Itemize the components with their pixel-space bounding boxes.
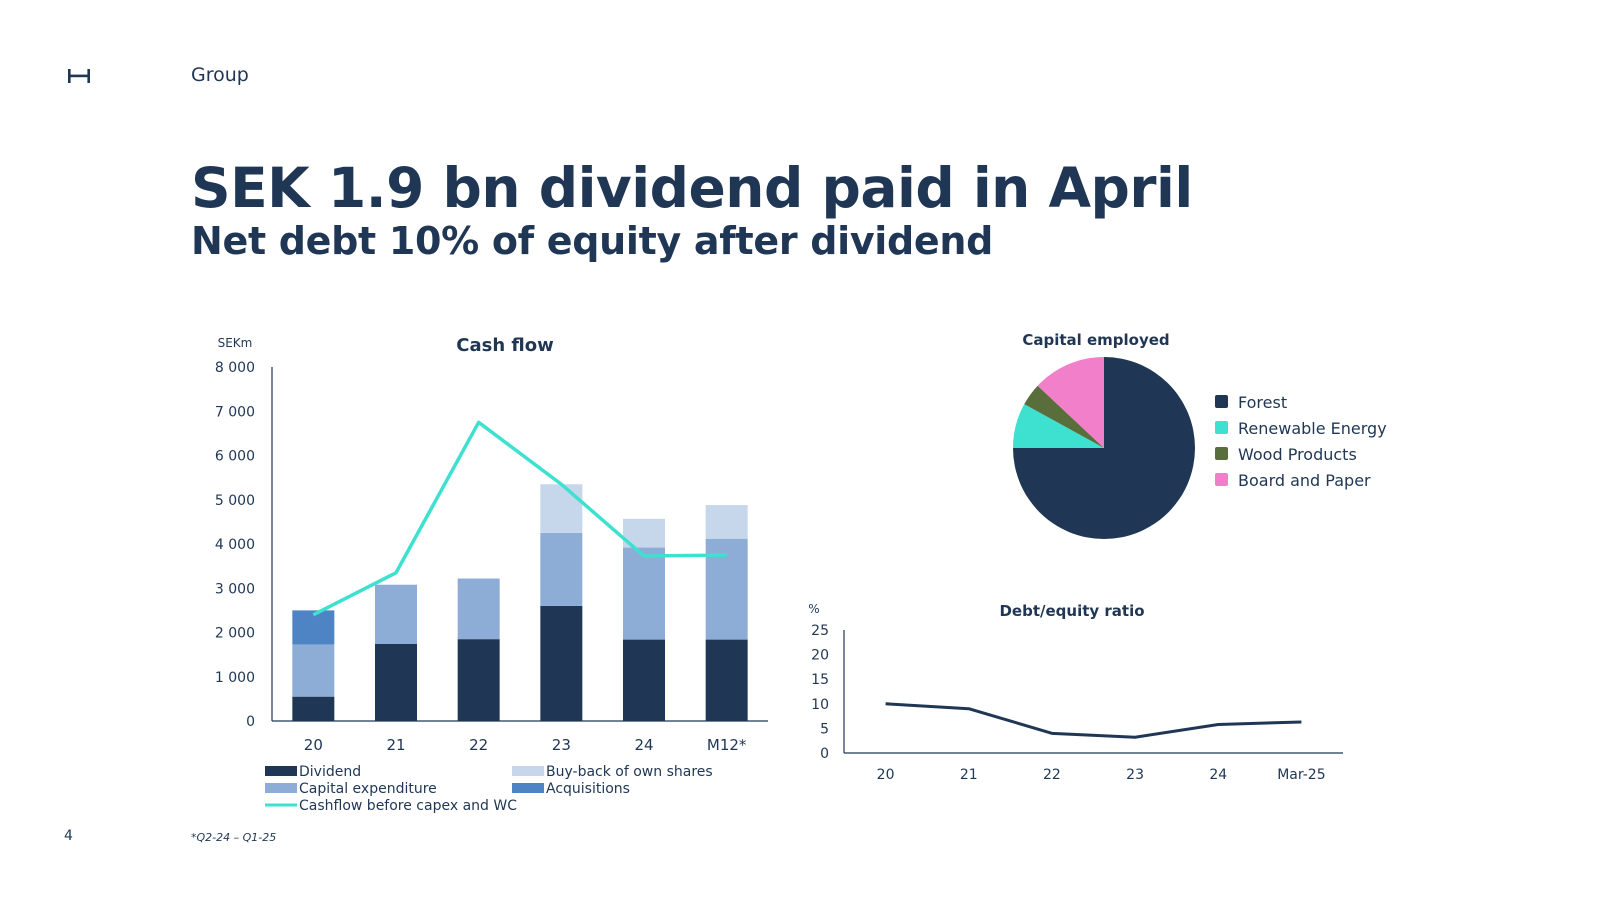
legend-label: Capital expenditure (299, 781, 437, 797)
y-axis-unit: % (808, 602, 819, 616)
page-subtitle: Net debt 10% of equity after dividend (191, 219, 994, 263)
x-tick-label: 22 (469, 736, 488, 754)
legend-label: Board and Paper (1238, 471, 1371, 490)
legend-label: Dividend (299, 764, 361, 780)
y-tick-label: 25 (811, 623, 829, 639)
bar-capex (292, 644, 335, 697)
legend-swatch (512, 766, 544, 776)
bar-capex (623, 547, 665, 640)
bar-dividend (292, 696, 335, 721)
y-axis-unit: SEKm (218, 336, 253, 350)
x-tick-label: M12* (707, 736, 747, 754)
bar-capex (540, 532, 583, 606)
chart-title: Debt/equity ratio (999, 602, 1144, 620)
y-tick-label: 1 000 (215, 670, 255, 686)
y-tick-label: 10 (811, 697, 829, 713)
bar-buyback (540, 484, 583, 533)
x-tick-label: 23 (552, 736, 571, 754)
bar-dividend (457, 639, 500, 721)
bar-capex (457, 578, 500, 640)
legend-label: Wood Products (1238, 445, 1357, 464)
pie-slice-wood-products (1024, 385, 1104, 448)
y-tick-label: 5 (820, 721, 829, 737)
y-tick-label: 4 000 (215, 537, 255, 553)
legend-label: Renewable Energy (1238, 419, 1387, 438)
legend-label: Cashflow before capex and WC (299, 798, 517, 814)
bar-dividend (705, 639, 748, 721)
y-tick-label: 0 (820, 746, 829, 762)
page-title: SEK 1.9 bn dividend paid in April (191, 156, 1193, 220)
legend-label: Buy-back of own shares (546, 764, 713, 780)
legend-swatch (1215, 447, 1228, 460)
y-tick-label: 15 (811, 672, 829, 688)
y-tick-label: 6 000 (215, 449, 255, 465)
x-tick-label: 20 (304, 736, 323, 754)
legend-swatch (265, 766, 297, 776)
company-logo (68, 69, 90, 83)
bar-dividend (540, 605, 583, 721)
x-tick-label: 21 (386, 736, 405, 754)
x-tick-label: Mar-25 (1277, 767, 1325, 783)
bar-capex (375, 584, 417, 645)
y-tick-label: 7 000 (215, 404, 255, 420)
debt-equity-line (885, 702, 1302, 739)
bar-acquisitions (292, 610, 335, 645)
footnote: *Q2-24 – Q1-25 (191, 831, 277, 844)
pie-slice-renewable-energy (1013, 404, 1104, 448)
cashflow-line (312, 420, 727, 617)
legend-swatch (265, 783, 297, 793)
chart-title: Capital employed (1022, 331, 1169, 349)
x-tick-label: 24 (634, 736, 653, 754)
y-tick-label: 3 000 (215, 581, 255, 597)
x-tick-label: 22 (1043, 767, 1061, 783)
section-label: Group (191, 64, 249, 86)
y-tick-label: 2 000 (215, 626, 255, 642)
bar-dividend (375, 644, 417, 721)
x-tick-label: 21 (960, 767, 978, 783)
legend-label: Forest (1238, 393, 1287, 412)
y-tick-label: 0 (246, 714, 255, 730)
y-tick-label: 8 000 (215, 360, 255, 376)
legend-swatch (512, 783, 544, 793)
page-number: 4 (64, 828, 73, 844)
pie-slice-board-and-paper (1037, 357, 1104, 448)
legend-swatch (1215, 473, 1228, 486)
legend-swatch (1215, 395, 1228, 408)
bar-dividend (623, 639, 665, 721)
legend-swatch (1215, 421, 1228, 434)
x-tick-label: 23 (1126, 767, 1144, 783)
y-tick-label: 20 (811, 648, 829, 664)
bar-buyback (705, 505, 748, 539)
legend-label: Acquisitions (546, 781, 630, 797)
y-tick-label: 5 000 (215, 493, 255, 509)
chart-title: Cash flow (456, 335, 554, 356)
x-tick-label: 20 (877, 767, 895, 783)
x-tick-label: 24 (1209, 767, 1227, 783)
